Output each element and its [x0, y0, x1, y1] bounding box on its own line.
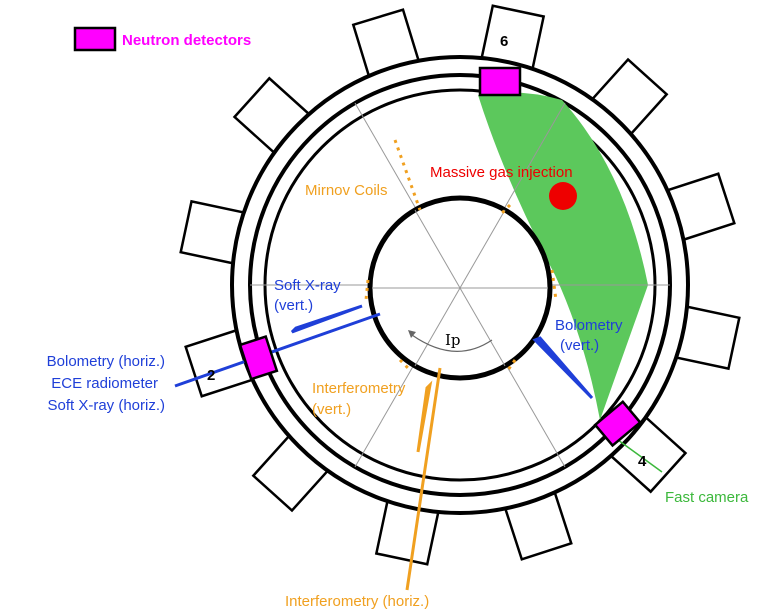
port-number: 6 [500, 33, 508, 50]
label: Soft X-ray (horiz.) [47, 397, 165, 414]
camera-view [478, 92, 648, 420]
neutron-detector [593, 399, 642, 448]
gas-injection [549, 182, 577, 210]
label: Fast camera [665, 489, 749, 506]
label: Bolometry (horiz.) [47, 353, 165, 370]
label: Ip [445, 331, 461, 349]
mirnov-coils [364, 139, 558, 371]
label: Mirnov Coils [305, 182, 388, 199]
neutron-detector [478, 66, 522, 97]
bolo-fan [532, 336, 594, 400]
label: ECE radiometer [51, 375, 158, 392]
port-number: 4 [638, 453, 647, 470]
legend-swatch [73, 26, 117, 52]
label: (vert.) [312, 401, 351, 418]
sxr-fan [290, 304, 363, 334]
label: (vert.) [274, 297, 313, 314]
port-number: 2 [207, 367, 215, 384]
label: Soft X-ray [274, 277, 341, 294]
label: (vert.) [560, 337, 599, 354]
legend-label: Neutron detectors [122, 32, 251, 49]
radial-line [414, 209, 506, 367]
ip-arc [411, 334, 493, 352]
interf-vert [416, 380, 433, 453]
neutron-detector [238, 334, 279, 381]
label: Interferometry (horiz.) [285, 593, 429, 610]
label: Bolometry [555, 317, 623, 334]
horiz-sightline [174, 312, 381, 388]
ip-arrow [408, 330, 416, 338]
interf-horiz [405, 367, 442, 591]
camera-line [617, 439, 663, 473]
label: Massive gas injection [430, 164, 573, 181]
label: Interferometry [312, 380, 406, 397]
